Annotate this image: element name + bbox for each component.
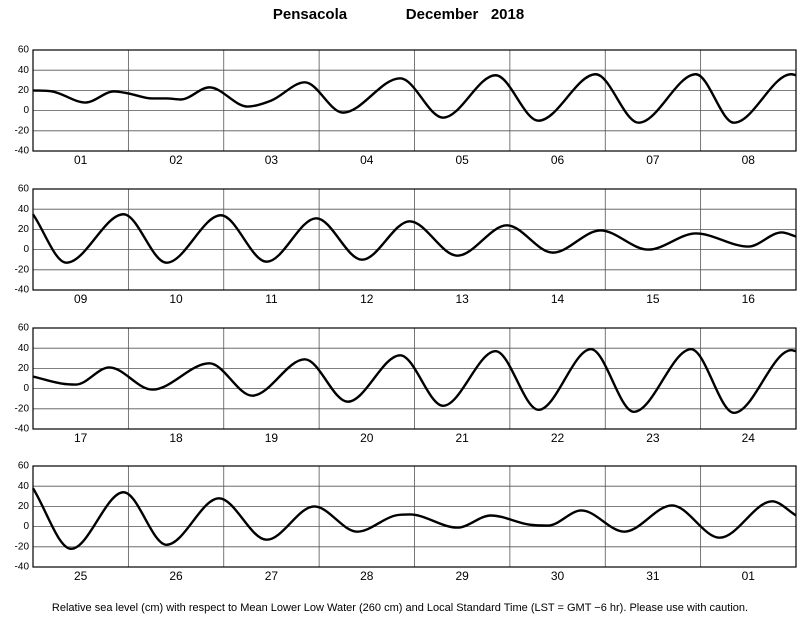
- x-tick-label: 31: [646, 569, 660, 583]
- y-tick-label: 60: [18, 45, 30, 56]
- y-tick-label: 60: [18, 323, 30, 334]
- x-tick-label: 06: [551, 153, 565, 167]
- x-tick-label: 01: [74, 153, 88, 167]
- x-tick-label: 04: [360, 153, 374, 167]
- x-tick-label: 01: [742, 569, 756, 583]
- x-tick-label: 23: [646, 431, 660, 445]
- x-tick-label: 27: [265, 569, 279, 583]
- x-tick-label: 28: [360, 569, 374, 583]
- y-tick-label: 40: [18, 204, 30, 215]
- tide-curve: [32, 213, 797, 264]
- plot-frame: [32, 327, 797, 430]
- y-tick-label: 40: [18, 481, 30, 492]
- x-tick-label: 20: [360, 431, 374, 445]
- x-tick-label: 18: [169, 431, 183, 445]
- tide-curve: [31, 487, 797, 551]
- y-tick-label: 20: [18, 224, 30, 235]
- x-tick-label: 24: [742, 431, 756, 445]
- y-tick-label: 20: [18, 85, 30, 96]
- x-tick-label: 30: [551, 569, 565, 583]
- y-tick-label: 0: [23, 105, 29, 116]
- x-tick-label: 02: [169, 153, 183, 167]
- x-tick-label: 05: [456, 153, 470, 167]
- x-tick-label: 29: [456, 569, 470, 583]
- y-tick-label: 20: [18, 501, 30, 512]
- y-tick-label: -20: [15, 403, 30, 414]
- footnote: Relative sea level (cm) with respect to …: [52, 602, 748, 614]
- x-tick-label: 14: [551, 292, 565, 306]
- y-tick-label: -40: [15, 424, 30, 435]
- x-tick-label: 12: [360, 292, 374, 306]
- plot-frame: [32, 465, 797, 568]
- y-tick-label: 60: [18, 461, 30, 472]
- x-tick-label: 19: [265, 431, 279, 445]
- x-tick-label: 08: [742, 153, 756, 167]
- x-tick-label: 21: [456, 431, 470, 445]
- x-tick-label: 11: [265, 292, 278, 306]
- x-tick-label: 17: [74, 431, 88, 445]
- x-tick-label: 26: [169, 569, 183, 583]
- x-tick-label: 09: [74, 292, 88, 306]
- x-tick-label: 13: [456, 292, 470, 306]
- tide-curve: [32, 348, 797, 415]
- y-tick-label: -40: [15, 562, 30, 573]
- x-tick-label: 15: [646, 292, 660, 306]
- tide-curve: [32, 73, 797, 124]
- y-tick-label: 0: [23, 244, 29, 255]
- plot-frame: [32, 188, 797, 291]
- y-tick-label: -20: [15, 125, 30, 136]
- chart-title: Pensacola: [273, 6, 348, 23]
- y-tick-label: 40: [18, 65, 30, 76]
- y-tick-label: -20: [15, 541, 30, 552]
- x-tick-label: 03: [265, 153, 279, 167]
- y-tick-label: -40: [15, 146, 30, 157]
- y-tick-label: 20: [18, 363, 30, 374]
- plot-frame: [32, 49, 797, 152]
- y-tick-label: 0: [23, 383, 29, 394]
- chart-title: December 2018: [406, 6, 524, 23]
- y-tick-label: -20: [15, 264, 30, 275]
- x-tick-label: 22: [551, 431, 565, 445]
- y-tick-label: 60: [18, 184, 30, 195]
- x-tick-label: 07: [646, 153, 660, 167]
- x-tick-label: 25: [74, 569, 88, 583]
- x-tick-label: 10: [169, 292, 183, 306]
- y-tick-label: 40: [18, 343, 30, 354]
- y-tick-label: -40: [15, 285, 30, 296]
- y-tick-label: 0: [23, 521, 29, 532]
- x-tick-label: 16: [742, 292, 756, 306]
